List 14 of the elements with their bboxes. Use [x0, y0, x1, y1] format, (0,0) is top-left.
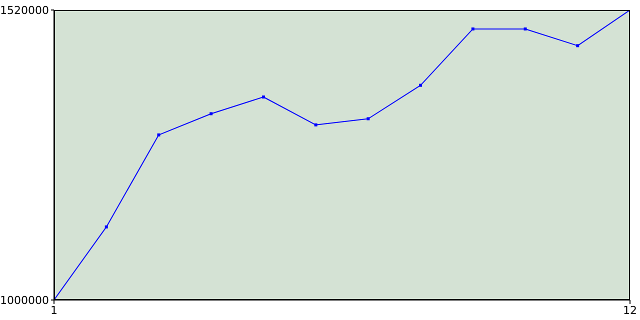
y-tick-label: 1000000: [0, 294, 49, 307]
point: [262, 96, 265, 98]
point: [104, 225, 108, 228]
point: [366, 117, 370, 120]
y-tick-label: 1520000: [0, 4, 49, 17]
point: [576, 44, 580, 48]
x-tick-label: 12: [623, 304, 637, 317]
point: [157, 133, 160, 136]
point: [471, 27, 474, 30]
x-tick-label: 1: [50, 304, 58, 317]
point: [524, 27, 527, 30]
point: [419, 84, 422, 87]
point: [314, 123, 318, 126]
point: [210, 112, 213, 116]
